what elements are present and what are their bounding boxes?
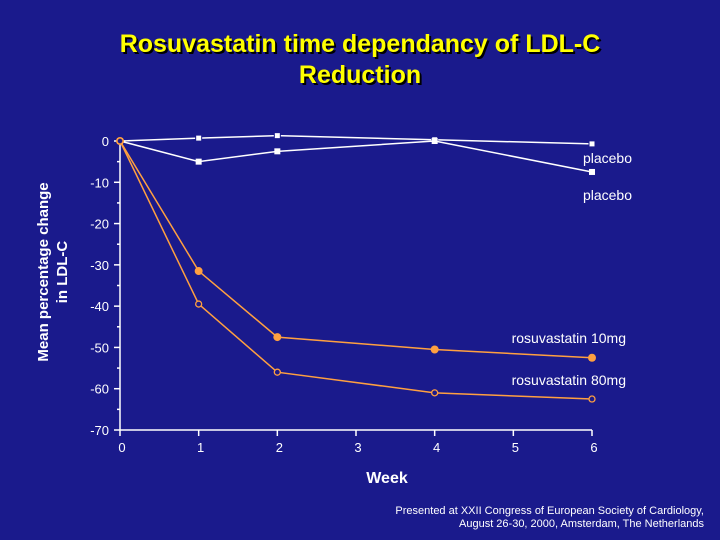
data-point [273,333,282,342]
x-tick-label: 6 [590,440,597,455]
data-point [273,368,281,376]
x-tick-label: 3 [354,440,361,455]
y-axis-label-line-2: in LDL-C [54,241,71,304]
x-tick-label: 5 [512,440,519,455]
data-point [116,137,124,145]
series-line [119,140,593,173]
y-tick-label: -70 [90,423,109,438]
series-group [116,132,596,403]
data-point [195,158,202,165]
x-tick-label: 0 [118,440,125,455]
y-tick-label: -10 [90,175,109,190]
series-2 [117,138,595,175]
x-tick-label: 4 [433,440,440,455]
x-tick-label: 2 [276,440,283,455]
data-point [588,140,596,148]
y-tick-label: 0 [102,134,109,149]
y-axis-label: Mean percentage change in LDL-C [35,182,71,361]
data-point [273,132,281,140]
y-tick-label: -20 [90,217,109,232]
series-label: rosuvastatin 10mg [512,330,626,346]
y-axis-label-line-1: Mean percentage change [35,182,52,361]
series-label: placebo [583,187,632,203]
chart-axes: 0 -10 -20 -30 -40 -50 -60 -70 0 1 2 3 4 5 6 [90,134,597,455]
y-tick-label: -30 [90,258,109,273]
data-point [431,389,439,397]
data-point [195,134,203,142]
footnote-line-1: Presented at XXII Congress of European S… [395,505,704,517]
y-tick-label: -50 [90,340,109,355]
data-point [588,353,596,362]
series-line [119,140,593,359]
series-1 [116,132,596,148]
series-label: placebo [583,150,632,166]
series-4 [116,137,596,403]
series-label: rosuvastatin 80mg [512,372,626,388]
data-point [589,168,595,175]
x-tick-label: 1 [197,440,204,455]
data-point [430,345,439,354]
data-point [588,395,596,403]
data-point [195,300,203,308]
y-tick-label: -60 [90,382,109,397]
series-3 [116,137,596,362]
data-point [194,267,203,276]
chart-title-line-1: Rosuvastatin time dependancy of LDL-C [119,30,601,58]
data-point [431,138,438,144]
y-tick-label: -40 [90,299,109,314]
series-labels: placebo placebo rosuvastatin 10mg rosuvasta… [512,150,633,388]
series-line [119,140,593,400]
data-point [274,148,281,155]
x-axis-label: Week [366,470,408,487]
footnote-line-2: August 26-30, 2000, Amsterdam, The Nethe… [459,518,704,530]
chart-title-line-2: Reduction [298,61,422,89]
series-line [119,134,593,145]
